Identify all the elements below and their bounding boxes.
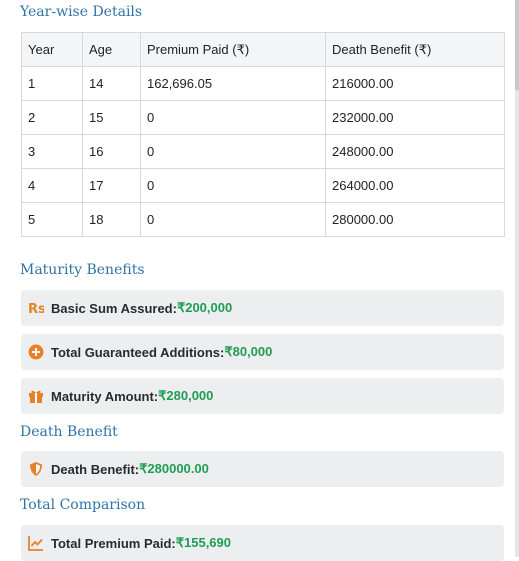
cell-year: 4	[21, 168, 83, 203]
guaranteed-additions-bar: Total Guaranteed Additions: ₹80,000	[21, 334, 504, 370]
cell-death-benefit: 232000.00	[325, 100, 505, 135]
cell-premium: 162,696.05	[140, 66, 326, 101]
gift-icon	[28, 388, 44, 404]
total-premium-value: ₹155,690	[175, 535, 231, 550]
cell-death-benefit: 216000.00	[325, 66, 505, 101]
cell-death-benefit: 280000.00	[325, 202, 505, 237]
table-row: 3 16 0 248000.00	[21, 134, 505, 169]
basic-sum-assured-value: ₹200,000	[176, 300, 233, 315]
table-row: 4 17 0 264000.00	[21, 168, 505, 203]
cell-year: 1	[21, 66, 83, 101]
cell-death-benefit: 264000.00	[325, 168, 505, 203]
death-benefit-bar: Death Benefit: ₹280000.00	[21, 451, 504, 487]
col-premium: Premium Paid (₹)	[140, 32, 326, 67]
cell-premium: 0	[140, 202, 326, 237]
comparison-title: Total Comparison	[20, 497, 146, 513]
col-year: Year	[21, 32, 83, 67]
cell-age: 17	[82, 168, 141, 203]
death-benefit-value: ₹280000.00	[139, 461, 209, 476]
col-death-benefit: Death Benefit (₹)	[325, 32, 505, 67]
col-age: Age	[82, 32, 141, 67]
cell-year: 5	[21, 202, 83, 237]
rupee-icon: Rs	[28, 300, 44, 316]
cell-premium: 0	[140, 134, 326, 169]
cell-age: 14	[82, 66, 141, 101]
plus-circle-icon	[28, 344, 44, 360]
basic-sum-assured-bar: Rs Basic Sum Assured: ₹200,000	[21, 290, 504, 326]
yearwise-table: Year Age Premium Paid (₹) Death Benefit …	[21, 32, 505, 237]
maturity-amount-value: ₹280,000	[158, 388, 214, 403]
cell-age: 18	[82, 202, 141, 237]
maturity-title: Maturity Benefits	[20, 262, 145, 278]
cell-year: 3	[21, 134, 83, 169]
cell-age: 16	[82, 134, 141, 169]
cell-premium: 0	[140, 100, 326, 135]
guaranteed-additions-value: ₹80,000	[224, 344, 273, 359]
yearwise-title: Year-wise Details	[20, 4, 143, 20]
total-premium-bar: Total Premium Paid: ₹155,690	[21, 525, 504, 561]
cell-age: 15	[82, 100, 141, 135]
scrollbar-track[interactable]	[515, 0, 519, 557]
guaranteed-additions-label: Total Guaranteed Additions:	[51, 344, 225, 360]
cell-death-benefit: 248000.00	[325, 134, 505, 169]
total-premium-label: Total Premium Paid:	[51, 535, 176, 551]
scrollbar-thumb[interactable]	[515, 0, 519, 90]
table-row: 5 18 0 280000.00	[21, 202, 505, 237]
maturity-amount-bar: Maturity Amount: ₹280,000	[21, 378, 504, 414]
table-row: 1 14 162,696.05 216000.00	[21, 66, 505, 101]
cell-premium: 0	[140, 168, 326, 203]
death-benefit-title: Death Benefit	[20, 424, 118, 440]
chart-line-icon	[28, 535, 44, 551]
death-benefit-label: Death Benefit:	[51, 461, 140, 477]
table-row: 2 15 0 232000.00	[21, 100, 505, 135]
maturity-amount-label: Maturity Amount:	[51, 388, 159, 404]
basic-sum-assured-label: Basic Sum Assured:	[51, 300, 177, 316]
svg-text:Rs: Rs	[28, 302, 44, 316]
table-header-row: Year Age Premium Paid (₹) Death Benefit …	[21, 32, 505, 67]
shield-icon	[28, 461, 44, 477]
cell-year: 2	[21, 100, 83, 135]
